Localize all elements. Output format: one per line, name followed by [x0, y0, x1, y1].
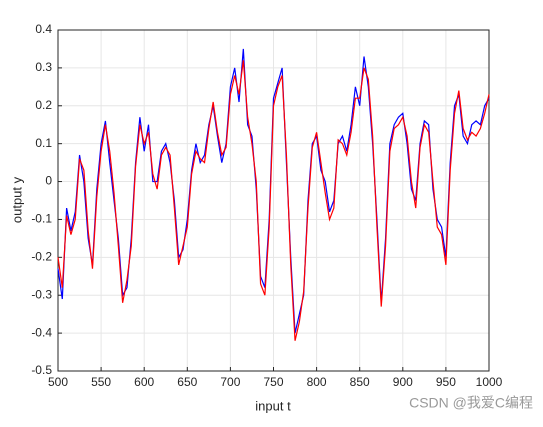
y-tick-label: -0.1 [31, 212, 52, 226]
watermark: CSDN @我爱C编程 [409, 395, 533, 411]
x-tick-label: 500 [48, 375, 68, 389]
y-tick-label: -0.4 [31, 325, 52, 339]
x-tick-label: 650 [177, 375, 197, 389]
plot-frame [57, 29, 490, 372]
x-tick-label: 550 [91, 375, 111, 389]
y-axis-label: output y [9, 176, 24, 223]
x-tick-label: 950 [436, 375, 456, 389]
x-axis-label: input t [255, 398, 291, 413]
x-tick-label: 850 [350, 375, 370, 389]
y-tick-label: -0.5 [31, 363, 52, 377]
y-tick-label: -0.3 [31, 287, 52, 301]
x-tick-label: 750 [263, 375, 283, 389]
y-tick-label: 0.4 [35, 22, 52, 36]
y-tick-label: 0.2 [35, 98, 52, 112]
y-tick-label: 0 [45, 174, 52, 188]
y-tick-label: 0.1 [35, 136, 52, 150]
x-tick-label: 1000 [476, 375, 503, 389]
series-line [57, 60, 490, 341]
y-tick-label: -0.2 [31, 250, 52, 264]
x-tick-label: 600 [134, 375, 154, 389]
x-tick-label: 700 [220, 375, 240, 389]
x-tick-label: 900 [393, 375, 413, 389]
y-tick-label: 0.3 [35, 60, 52, 74]
x-tick-label: 800 [307, 375, 327, 389]
